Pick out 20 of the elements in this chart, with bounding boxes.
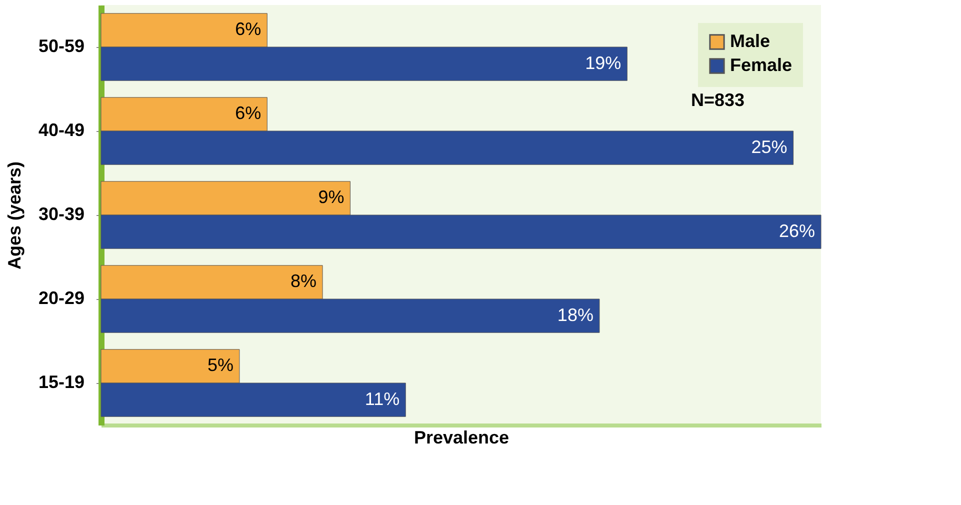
legend-label: Female [730, 55, 792, 75]
x-axis-title: Prevalence [414, 428, 510, 448]
y-tick-label: 15-19 [38, 372, 84, 392]
data-label: 19% [585, 52, 622, 73]
data-label: 25% [751, 136, 788, 157]
data-label: 9% [318, 187, 344, 208]
y-axis-title: Ages (years) [4, 161, 24, 270]
legend-label: Male [730, 31, 770, 51]
data-label: 5% [207, 355, 234, 376]
y-tick-label: 50-59 [38, 36, 84, 56]
data-label: 18% [557, 304, 594, 325]
y-tick-label: 40-49 [38, 120, 84, 140]
data-label: 6% [235, 19, 262, 40]
data-label: 26% [778, 220, 815, 241]
annotation: N=833 [691, 90, 745, 110]
data-label: 8% [290, 271, 317, 292]
y-tick-label: 20-29 [38, 288, 84, 308]
data-label: 11% [364, 388, 400, 409]
data-label: 6% [235, 103, 262, 124]
y-tick-label: 30-39 [38, 204, 84, 224]
